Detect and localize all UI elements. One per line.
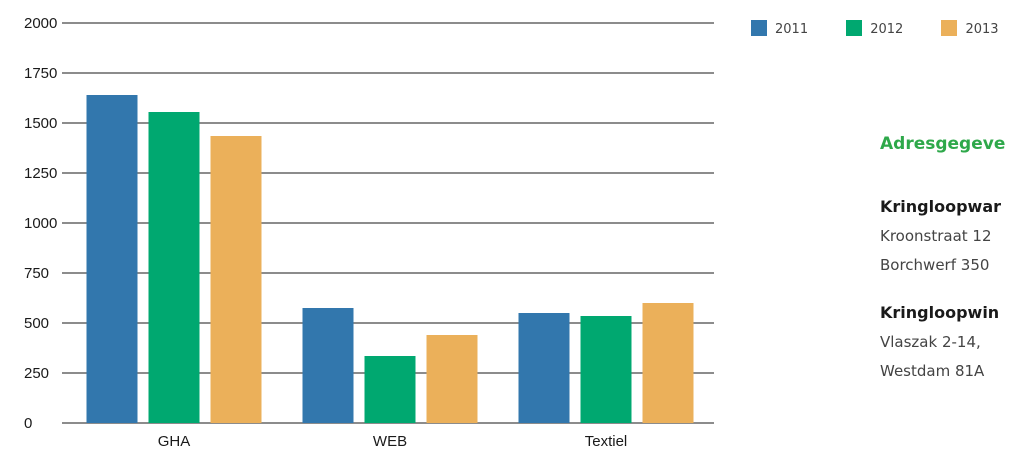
y-tick-label: 500 [24,315,49,332]
legend-item-2012: 2012 [846,20,903,37]
bars [86,95,694,423]
legend-label-2013: 2013 [965,22,999,37]
legend-swatch-2013 [941,20,958,36]
y-tick-label: 2000 [24,15,57,32]
bar-web-2012 [364,356,416,423]
x-axis-tick-labels: GHA WEB Textiel [158,433,628,450]
x-tick-label-gha: GHA [158,433,191,450]
address-block-1-name: Kringloopwar [880,197,1002,216]
legend-item-2013: 2013 [941,20,999,37]
address-block-2-line-1: Vlaszak 2-14, [880,333,981,351]
y-tick-label: 750 [24,265,49,282]
chart-legend: 2011 2012 2013 [751,20,1022,37]
address-panel: Adresgegeve Kringloopwar Kroonstraat 12 … [880,131,1022,407]
bar-gha-2013 [210,136,262,423]
y-tick-label: 1250 [24,165,57,182]
legend-label-2012: 2012 [870,22,904,37]
legend-item-2011: 2011 [751,20,808,37]
y-tick-label: 250 [24,365,49,382]
bar-textiel-2012 [580,316,632,423]
legend-label-2011: 2011 [775,22,809,37]
address-block-1-line-1: Kroonstraat 12 [880,227,992,245]
x-tick-label-textiel: Textiel [585,433,628,450]
address-heading: Adresgegeve [880,134,1006,154]
y-tick-label: 0 [24,415,32,432]
y-tick-label: 1000 [24,215,57,232]
address-block-1-line-2: Borchwerf 350 [880,256,990,274]
address-block-1: Kringloopwar Kroonstraat 12 Borchwerf 35… [880,195,1022,277]
legend-swatch-2012 [846,20,863,36]
y-tick-label: 1500 [24,115,57,132]
y-axis-tick-labels: 0 250 500 750 1000 1250 1500 1750 2000 [24,15,57,432]
bar-web-2013 [426,335,478,423]
bar-gha-2012 [148,112,200,423]
bar-textiel-2013 [642,303,694,423]
bar-web-2011 [302,308,354,423]
y-tick-label: 1750 [24,65,57,82]
address-block-2: Kringloopwin Vlaszak 2-14, Westdam 81A [880,301,1022,383]
address-block-2-line-2: Westdam 81A [880,362,985,380]
legend-swatch-2011 [751,20,767,36]
bar-gha-2011 [86,95,138,423]
x-tick-label-web: WEB [373,433,407,450]
address-block-2-name: Kringloopwin [880,303,1000,322]
bar-textiel-2011 [518,313,570,423]
